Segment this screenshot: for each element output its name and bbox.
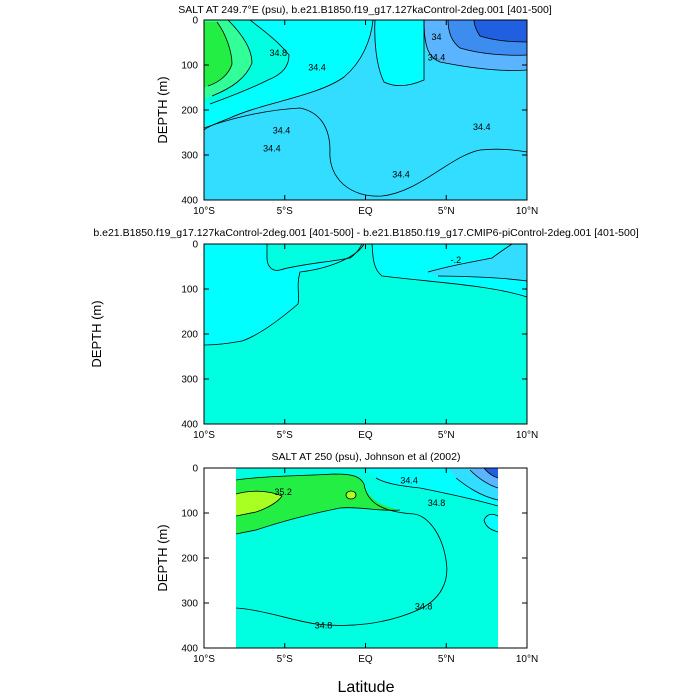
contour-label: 34.4 <box>308 63 326 73</box>
x-tick-label: 10°S <box>193 654 215 665</box>
x-axis-label: Latitude <box>338 679 395 696</box>
panel-1-ylabel: DEPTH (m) <box>155 76 170 143</box>
x-tick-label: EQ <box>358 430 373 441</box>
x-tick-label: 10°N <box>516 206 538 217</box>
panel-1-axes: 10°S 5°S EQ 5°N 10°N 0 100 200 300 400 <box>181 16 538 218</box>
fill-diff-small <box>267 244 362 271</box>
y-tick-label: 100 <box>181 509 198 520</box>
y-tick-label: 300 <box>181 599 198 610</box>
contour-label: 34.8 <box>315 620 333 630</box>
x-tick-label: EQ <box>358 206 373 217</box>
panel-3-contour-labels: 35.2 34.4 34.8 34.8 34.8 <box>274 476 446 631</box>
y-tick-label: 400 <box>181 644 198 655</box>
contour-label: 34.4 <box>473 122 491 132</box>
panel-2-title: b.e21.B1850.f19_g17.127kaControl-2deg.00… <box>93 227 638 239</box>
contour-label: 34.4 <box>392 169 410 179</box>
contour-label: 34.8 <box>415 602 433 612</box>
panel-1-contour-fill <box>204 20 527 200</box>
x-tick-label: 5°N <box>438 430 455 441</box>
contour-label: 35.2 <box>274 487 292 497</box>
x-tick-label: 5°S <box>277 430 294 441</box>
missing-left <box>204 468 236 648</box>
panel-1-title: SALT AT 249.7°E (psu), b.e21.B1850.f19_g… <box>178 4 552 16</box>
fill-33-6 <box>474 20 527 42</box>
fill-small-island <box>484 514 498 532</box>
contour-label: 34.4 <box>263 144 281 154</box>
y-tick-label: 200 <box>181 106 198 117</box>
contour-label: 34.8 <box>428 498 446 508</box>
contour-label: 34.4 <box>400 476 418 486</box>
y-tick-label: 400 <box>181 196 198 207</box>
fill-35-4-obs <box>236 491 282 516</box>
panel-3-contour-fill <box>204 468 527 648</box>
y-tick-label: 200 <box>181 330 198 341</box>
panel-3: SALT AT 250 (psu), Johnson et al (2002) <box>155 451 538 665</box>
y-tick-label: 300 <box>181 151 198 162</box>
y-tick-label: 100 <box>181 61 198 72</box>
x-tick-label: 5°S <box>277 206 294 217</box>
panel-2-contour-fill <box>204 244 527 424</box>
y-tick-label: 0 <box>192 464 198 475</box>
y-tick-label: 200 <box>181 554 198 565</box>
fill-34-4-b <box>374 20 424 86</box>
fill-35-obs <box>236 474 400 534</box>
fill-35 <box>204 22 232 88</box>
y-tick-label: 400 <box>181 420 198 431</box>
panel-1-contour-labels: 34.8 34 34.4 34.4 34.4 34.4 34.4 34.4 <box>263 32 491 179</box>
panel-3-ylabel: DEPTH (m) <box>155 524 170 591</box>
y-tick-label: 100 <box>181 285 198 296</box>
x-tick-label: 5°S <box>277 654 294 665</box>
x-tick-label: 10°N <box>516 430 538 441</box>
contour-label: 34.4 <box>273 126 291 136</box>
contour-label: 34 <box>432 32 442 42</box>
fill-35-2-small <box>346 491 356 499</box>
y-tick-label: 0 <box>192 240 198 251</box>
panel-2-contour-labels: -.2 <box>451 255 462 265</box>
x-tick-label: 5°N <box>438 654 455 665</box>
x-tick-label: 5°N <box>438 206 455 217</box>
fill-33-6-obs <box>484 468 498 478</box>
y-tick-label: 0 <box>192 16 198 27</box>
x-tick-label: 10°S <box>193 430 215 441</box>
contour-label: 34.4 <box>428 52 446 62</box>
panel-3-axes: 10°S 5°S EQ 5°N 10°N 0 100 200 300 400 <box>181 464 538 666</box>
contour-label: -.2 <box>451 255 462 265</box>
y-tick-label: 300 <box>181 375 198 386</box>
panel-2: b.e21.B1850.f19_g17.127kaControl-2deg.00… <box>89 227 639 441</box>
x-tick-label: EQ <box>358 654 373 665</box>
panel-1: SALT AT 249.7°E (psu), b.e21.B1850.f19_g… <box>155 4 552 217</box>
contour-label: 34.8 <box>270 48 288 58</box>
fill-diff-m02 <box>428 244 527 281</box>
panel-2-ylabel: DEPTH (m) <box>89 300 104 367</box>
panel-2-axes: 10°S 5°S EQ 5°N 10°N 0 100 200 300 400 <box>181 240 538 442</box>
fill-deep-34-2 <box>204 108 527 200</box>
x-tick-label: 10°S <box>193 206 215 217</box>
x-tick-label: 10°N <box>516 654 538 665</box>
panel-3-title: SALT AT 250 (psu), Johnson et al (2002) <box>272 451 461 463</box>
